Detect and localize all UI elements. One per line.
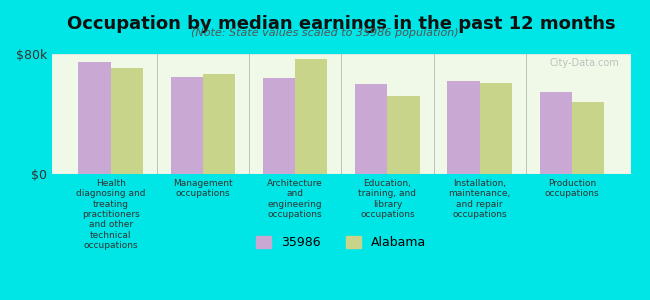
Bar <box>387 96 420 174</box>
Bar <box>295 58 328 174</box>
Bar <box>78 61 111 174</box>
Bar <box>572 102 604 174</box>
Bar <box>263 78 295 174</box>
Bar <box>480 82 512 174</box>
Bar <box>447 81 480 174</box>
Text: City-Data.com: City-Data.com <box>549 58 619 68</box>
Bar <box>540 92 572 174</box>
Bar <box>203 74 235 174</box>
Title: Occupation by median earnings in the past 12 months: Occupation by median earnings in the pas… <box>67 15 616 33</box>
Legend: 35986, Alabama: 35986, Alabama <box>252 230 431 254</box>
Bar <box>111 68 143 174</box>
Bar <box>170 76 203 174</box>
Bar <box>355 84 387 174</box>
Text: (Note: State values scaled to 35986 population): (Note: State values scaled to 35986 popu… <box>191 28 459 38</box>
